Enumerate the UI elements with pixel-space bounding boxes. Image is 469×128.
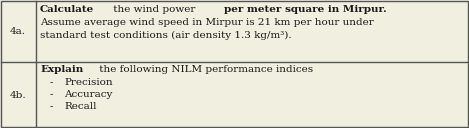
Text: the following NILM performance indices: the following NILM performance indices: [96, 65, 313, 74]
Text: Accuracy: Accuracy: [64, 90, 113, 99]
Text: per meter square in Mirpur.: per meter square in Mirpur.: [224, 5, 387, 14]
Text: standard test conditions (air density 1.3 kg/m³).: standard test conditions (air density 1.…: [40, 31, 292, 40]
Text: Explain: Explain: [40, 65, 83, 74]
Text: the wind power: the wind power: [110, 5, 199, 14]
Text: Calculate: Calculate: [40, 5, 94, 14]
Text: Recall: Recall: [64, 102, 97, 111]
Text: 4b.: 4b.: [10, 90, 26, 100]
Text: Assume average wind speed in Mirpur is 21 km per hour under: Assume average wind speed in Mirpur is 2…: [40, 18, 374, 27]
Text: 4a.: 4a.: [10, 26, 26, 36]
Text: Precision: Precision: [64, 78, 113, 87]
Text: -: -: [50, 102, 53, 111]
Text: -: -: [50, 90, 53, 99]
Text: -: -: [50, 78, 53, 87]
